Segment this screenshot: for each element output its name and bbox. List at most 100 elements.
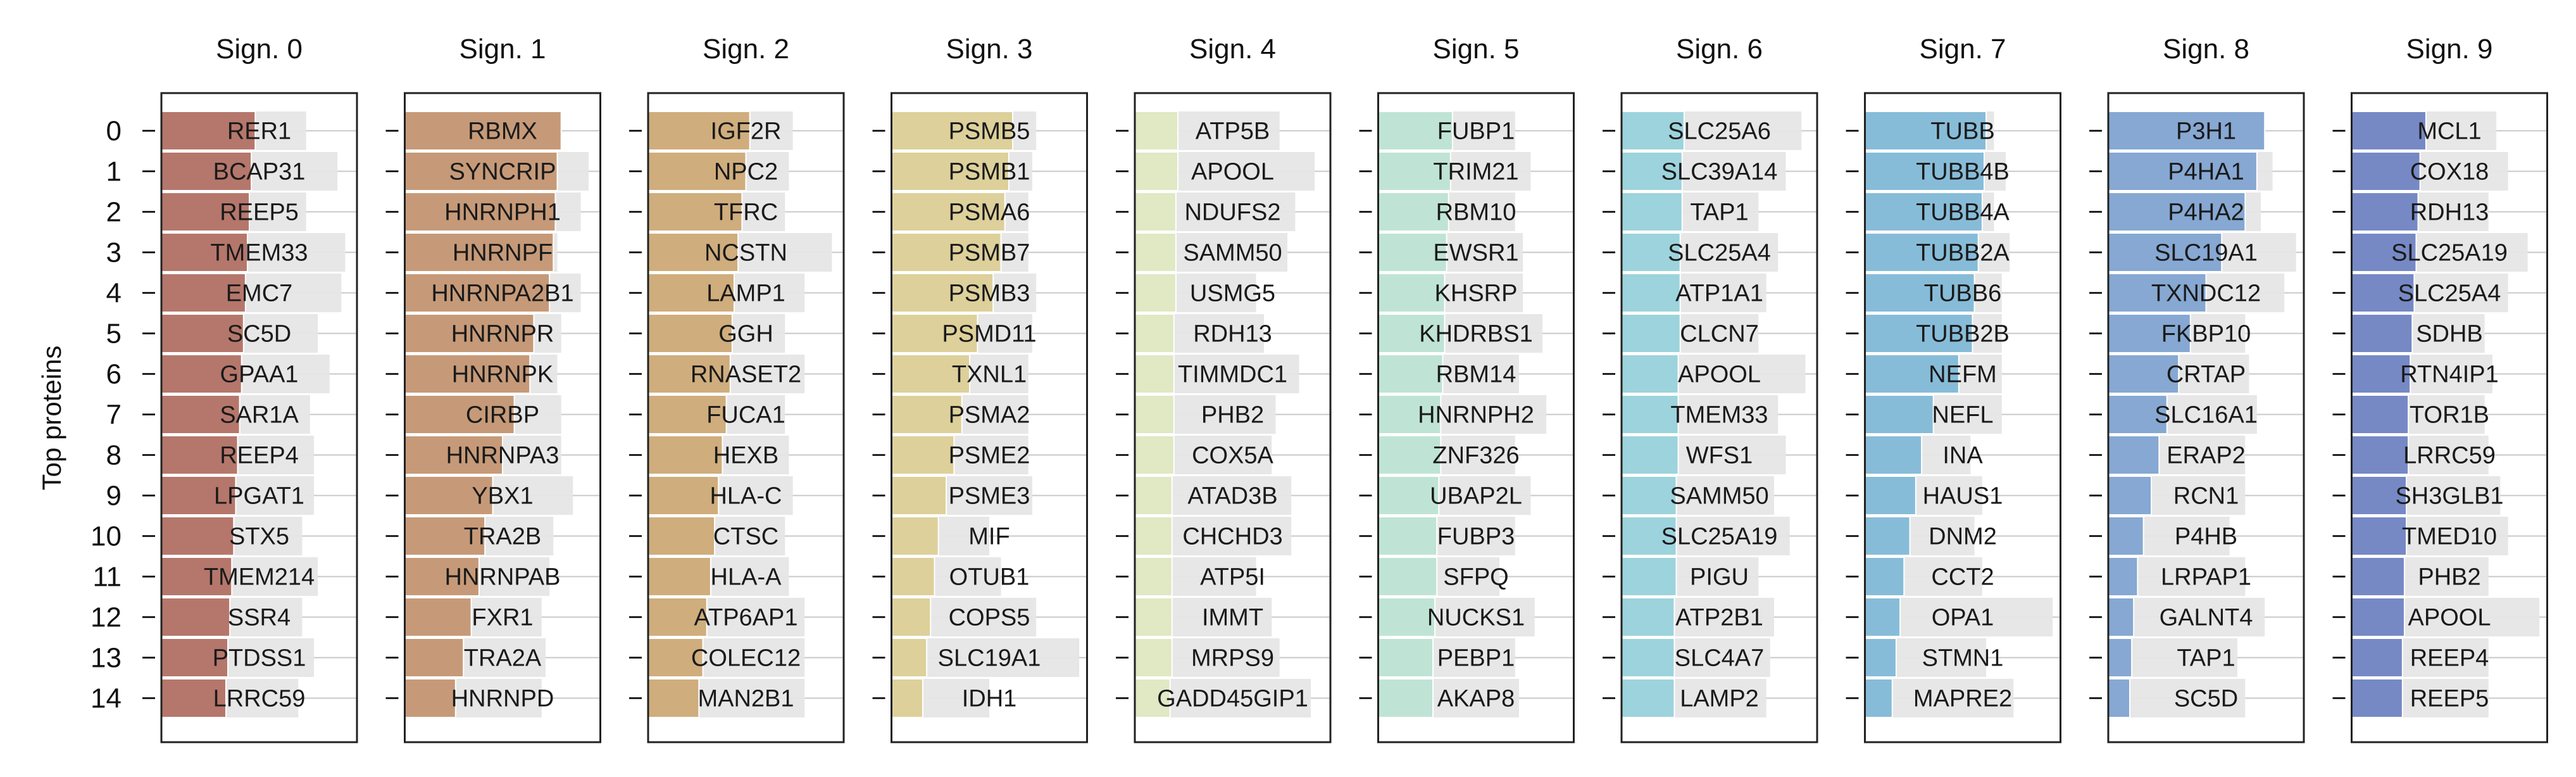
panel-title: Sign. 8 <box>2163 34 2249 65</box>
y-tick-label: 11 <box>92 562 122 593</box>
protein-label: SLC25A19 <box>1661 524 1778 550</box>
protein-label: SFPQ <box>1443 564 1508 591</box>
panel-title: Sign. 0 <box>216 34 303 65</box>
value-bar <box>1864 192 1983 232</box>
value-bar <box>1864 557 1905 597</box>
value-bar <box>2108 111 2266 151</box>
y-tick-label: 13 <box>91 643 122 674</box>
value-bar <box>404 678 456 718</box>
panel-title: Sign. 2 <box>703 34 789 65</box>
protein-label: SAMM50 <box>1183 240 1282 267</box>
signature-panel: Sign. 3 PSMB5 PSMB1 PSMA6 PSMB7 PSMB3 PSMD11 TX… <box>872 34 1088 743</box>
protein-label: HNRNPF <box>453 240 553 267</box>
value-bar <box>647 151 747 191</box>
value-bar <box>161 111 256 151</box>
protein-label: PSME2 <box>949 443 1030 469</box>
protein-label: TUBB4A <box>1916 199 2010 226</box>
protein-label: HNRNPA2B1 <box>431 281 573 307</box>
protein-label: TXNDC12 <box>2151 281 2261 307</box>
protein-label: TUBB <box>1930 118 1994 145</box>
protein-label: P4HB <box>2175 524 2237 550</box>
value-bar <box>161 597 231 637</box>
value-bar <box>1621 435 1679 475</box>
value-bar <box>1621 516 1677 556</box>
protein-label: PSMB1 <box>949 159 1030 186</box>
protein-label: TAP1 <box>1690 199 1748 226</box>
panel-frame <box>1864 92 2061 743</box>
protein-label: LAMP1 <box>706 281 785 307</box>
y-tick-label: 4 <box>106 278 122 309</box>
y-tick-label: 8 <box>106 440 122 471</box>
protein-label: PSMD11 <box>942 321 1036 348</box>
protein-label: REEP5 <box>220 199 299 226</box>
value-bar <box>1134 273 1177 313</box>
value-bar <box>2108 638 2133 678</box>
protein-label: TUBB4B <box>1916 159 2010 186</box>
value-bar <box>1864 273 1975 313</box>
protein-label: NEFM <box>1929 362 1997 388</box>
protein-label: FKBP10 <box>2161 321 2251 348</box>
value-bar <box>647 313 733 353</box>
protein-label: CRTAP <box>2166 362 2246 388</box>
protein-label: SLC25A4 <box>1668 240 1771 267</box>
protein-label: SLC25A19 <box>2391 240 2508 267</box>
value-bar <box>404 151 558 191</box>
value-bar <box>1621 678 1675 718</box>
value-bar <box>1377 557 1438 597</box>
value-bar <box>1377 395 1442 434</box>
protein-label: SLC19A1 <box>2154 240 2258 267</box>
protein-label: KHDRBS1 <box>1419 321 1533 348</box>
signature-panel: Sign. 0 RER1 BCAP31 REEP5 TMEM33 EMC7 SC5D GPAA… <box>142 34 358 743</box>
protein-label: FUCA1 <box>706 402 785 429</box>
protein-label: PHB2 <box>2418 564 2480 591</box>
protein-label: GADD45GIP1 <box>1157 686 1308 712</box>
value-bar <box>1864 232 1979 272</box>
protein-label: TRIM21 <box>1433 159 1518 186</box>
value-bar <box>1377 151 1451 191</box>
y-tick-label: 3 <box>106 237 122 268</box>
protein-label: NDUFS2 <box>1184 199 1280 226</box>
protein-label: YBX1 <box>472 483 533 510</box>
value-bar <box>1377 435 1442 475</box>
protein-label: TRA2B <box>464 524 541 550</box>
protein-label: SLC4A7 <box>1675 645 1765 672</box>
value-bar <box>2108 313 2191 353</box>
value-bar <box>404 192 556 232</box>
protein-label: TRA2A <box>464 645 542 672</box>
value-bar <box>1864 516 1911 556</box>
value-bar <box>1621 313 1681 353</box>
protein-label: IGF2R <box>711 118 782 145</box>
value-bar <box>647 678 700 718</box>
protein-label: UBAP2L <box>1430 483 1522 510</box>
protein-label: PSMB7 <box>949 240 1030 267</box>
protein-label: RCN1 <box>2173 483 2239 510</box>
protein-label: HLA-C <box>710 483 782 510</box>
y-tick-label: 6 <box>106 359 122 390</box>
value-bar <box>2351 354 2411 394</box>
value-bar <box>1377 354 1444 394</box>
protein-label: LRPAP1 <box>2161 564 2251 591</box>
value-bar <box>2351 557 2405 597</box>
panel-frame <box>160 92 358 743</box>
protein-label: EMC7 <box>226 281 293 307</box>
y-tick-label: 1 <box>106 156 122 187</box>
value-bar <box>2351 678 2403 718</box>
protein-label: TMEM33 <box>1670 402 1768 429</box>
panel-title: Sign. 9 <box>2406 34 2493 65</box>
protein-label: P4HA1 <box>2168 159 2244 186</box>
panel-frame <box>404 92 601 743</box>
y-tick-label: 9 <box>106 481 122 512</box>
value-bar <box>647 111 751 151</box>
value-bar <box>161 395 241 434</box>
protein-label: HNRNPD <box>451 686 554 712</box>
protein-label: SC5D <box>2174 686 2238 712</box>
value-bar <box>161 354 242 394</box>
protein-label: PSME3 <box>949 483 1030 510</box>
protein-label: REEP4 <box>2410 645 2489 672</box>
value-bar <box>891 273 994 313</box>
protein-label: ATP5I <box>1200 564 1265 591</box>
value-bar <box>1134 597 1173 637</box>
protein-label: TOR1B <box>2410 402 2489 429</box>
protein-label: APOOL <box>1191 159 1274 186</box>
